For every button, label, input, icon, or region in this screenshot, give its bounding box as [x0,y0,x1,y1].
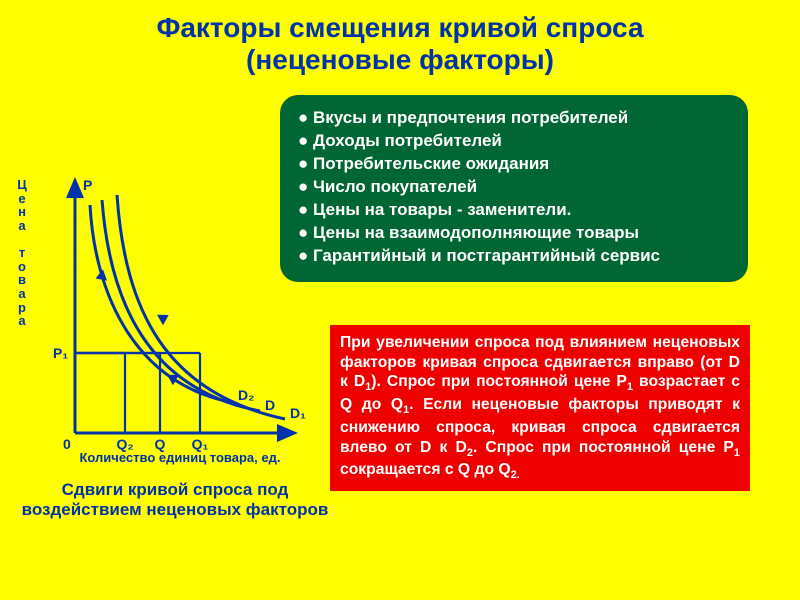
factor-item: ● Цены на взаимодополняющие товары [298,222,730,245]
svg-text:P₁: P₁ [53,345,68,361]
factor-item: ● Вкусы и предпочтения потребителей [298,107,730,130]
svg-text:0: 0 [63,436,71,452]
svg-text:Q: Q [155,436,166,452]
factor-item: ● Цены на товары - заменители. [298,199,730,222]
chart-caption: Сдвиги кривой спроса под воздействием не… [20,480,330,521]
svg-text:D₂: D₂ [238,387,254,403]
explanation-box: При увеличении спроса под влиянием нецен… [330,325,750,491]
y-axis-label: Ц е н а т о в а р а [15,178,29,328]
factors-box: ● Вкусы и предпочтения потребителей● Дох… [280,95,748,282]
svg-text:P: P [83,177,92,193]
svg-text:Q₂: Q₂ [116,436,133,452]
svg-text:D₁: D₁ [290,405,306,421]
page-title: Факторы смещения кривой спроса (неценовы… [0,0,800,84]
demand-curve-chart: P P₁ 0 Q₂ Q Q₁ D₂ D D₁ [40,175,330,465]
svg-text:D: D [265,397,275,413]
factor-item: ● Потребительские ожидания [298,153,730,176]
factor-item: ● Гарантийный и постгарантийный сервис [298,245,730,268]
factor-item: ● Число покупателей [298,176,730,199]
factor-item: ● Доходы потребителей [298,130,730,153]
svg-text:Q₁: Q₁ [192,436,209,452]
